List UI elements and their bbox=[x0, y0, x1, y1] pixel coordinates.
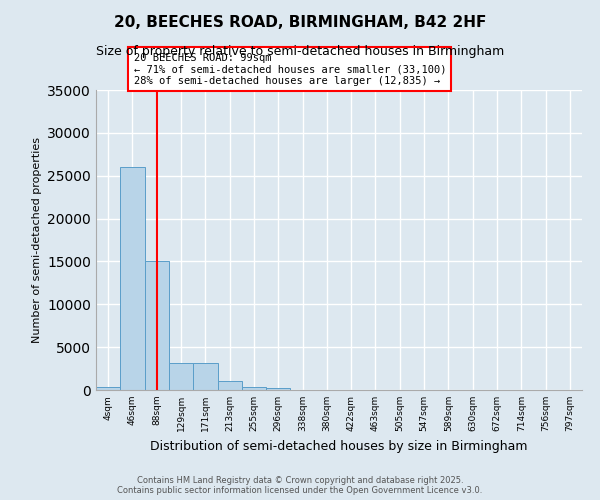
Text: 20 BEECHES ROAD: 99sqm
← 71% of semi-detached houses are smaller (33,100)
28% of: 20 BEECHES ROAD: 99sqm ← 71% of semi-det… bbox=[134, 52, 446, 86]
Y-axis label: Number of semi-detached properties: Number of semi-detached properties bbox=[32, 137, 42, 343]
Bar bbox=[266, 388, 290, 390]
Text: 20, BEECHES ROAD, BIRMINGHAM, B42 2HF: 20, BEECHES ROAD, BIRMINGHAM, B42 2HF bbox=[114, 15, 486, 30]
Bar bbox=[193, 362, 218, 390]
Text: Size of property relative to semi-detached houses in Birmingham: Size of property relative to semi-detach… bbox=[96, 45, 504, 58]
X-axis label: Distribution of semi-detached houses by size in Birmingham: Distribution of semi-detached houses by … bbox=[150, 440, 528, 452]
Bar bbox=[218, 380, 242, 390]
Text: Contains HM Land Registry data © Crown copyright and database right 2025.
Contai: Contains HM Land Registry data © Crown c… bbox=[118, 476, 482, 495]
Bar bbox=[242, 386, 266, 390]
Bar bbox=[169, 362, 193, 390]
Bar bbox=[121, 167, 145, 390]
Bar bbox=[96, 386, 120, 390]
Bar bbox=[145, 262, 169, 390]
